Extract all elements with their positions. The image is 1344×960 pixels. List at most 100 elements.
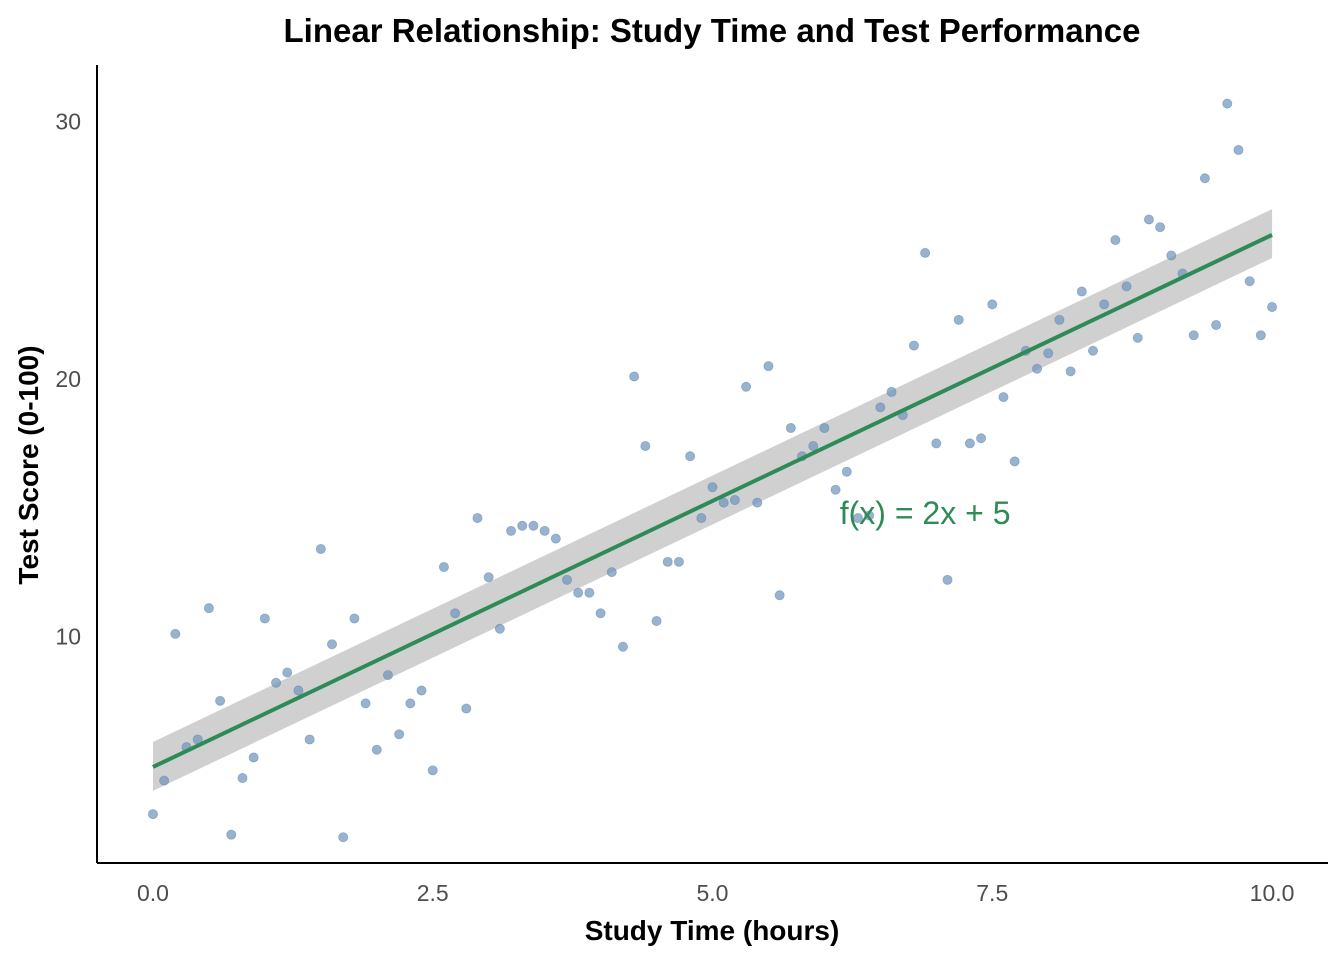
data-point — [1110, 235, 1121, 246]
data-point — [360, 698, 371, 709]
data-point — [226, 829, 237, 840]
data-point — [539, 525, 550, 536]
data-point — [1121, 281, 1132, 292]
data-point — [159, 775, 170, 786]
data-point — [394, 729, 405, 740]
data-point — [506, 525, 517, 536]
data-point — [729, 495, 740, 506]
data-point — [147, 809, 158, 820]
data-point — [483, 572, 494, 583]
data-point — [752, 497, 763, 508]
data-point — [617, 641, 628, 652]
y-tick-label: 10 — [55, 623, 81, 649]
data-point — [461, 703, 472, 714]
data-point — [293, 685, 304, 696]
data-point — [707, 482, 718, 493]
data-point — [1211, 319, 1222, 330]
data-point — [1009, 456, 1020, 467]
data-point — [338, 832, 349, 843]
data-point — [685, 451, 696, 462]
data-point — [1166, 250, 1177, 261]
data-point — [696, 513, 707, 524]
data-point — [987, 299, 998, 310]
data-point — [405, 698, 416, 709]
data-point — [651, 616, 662, 627]
data-point — [282, 667, 293, 678]
data-point — [841, 466, 852, 477]
x-tick-label: 2.5 — [417, 880, 449, 906]
data-point — [550, 533, 561, 544]
data-point — [573, 587, 584, 598]
data-point — [1054, 314, 1065, 325]
data-point — [852, 513, 863, 524]
data-point — [349, 613, 360, 624]
data-point — [785, 422, 796, 433]
data-point — [640, 440, 651, 451]
y-tick-label: 30 — [55, 109, 81, 135]
x-tick-label: 5.0 — [697, 880, 729, 906]
data-point — [1199, 173, 1210, 184]
data-point — [718, 497, 729, 508]
y-tick-label: 20 — [55, 366, 81, 392]
data-point — [1043, 348, 1054, 359]
data-points-layer — [147, 98, 1278, 843]
data-point — [427, 765, 438, 776]
data-point — [1155, 222, 1166, 233]
data-point — [1132, 332, 1143, 343]
data-point — [976, 433, 987, 444]
data-point — [1233, 144, 1244, 155]
data-point — [1099, 299, 1110, 310]
data-point — [606, 567, 617, 578]
data-point — [886, 386, 897, 397]
regression-line — [152, 233, 1273, 769]
data-point — [215, 695, 226, 706]
data-point — [315, 543, 326, 554]
y-axis-ticks: 10 20 30 — [55, 109, 81, 650]
data-point — [203, 603, 214, 614]
x-axis-title: Study Time (hours) — [585, 915, 840, 946]
x-tick-label: 10.0 — [1250, 880, 1295, 906]
data-point — [1076, 286, 1087, 297]
data-point — [875, 402, 886, 413]
equation-annotation: f(x) = 2x + 5 — [840, 495, 1011, 531]
data-point — [1222, 98, 1233, 109]
data-point — [382, 670, 393, 681]
data-point — [416, 685, 427, 696]
y-axis-title: Test Score (0-100) — [13, 345, 44, 584]
data-point — [819, 422, 830, 433]
data-point — [942, 574, 953, 585]
data-point — [517, 520, 528, 531]
data-point — [1188, 330, 1199, 341]
data-point — [1267, 301, 1278, 312]
data-point — [371, 744, 382, 755]
data-point — [170, 628, 181, 639]
data-point — [438, 561, 449, 572]
x-tick-label: 0.0 — [137, 880, 169, 906]
data-point — [562, 574, 573, 585]
data-point — [673, 556, 684, 567]
data-point — [1143, 214, 1154, 225]
data-point — [920, 247, 931, 258]
data-point — [662, 556, 673, 567]
regression-line-layer — [152, 233, 1273, 769]
data-point — [629, 371, 640, 382]
data-point — [259, 613, 270, 624]
x-axis-ticks: 0.0 2.5 5.0 7.5 10.0 — [137, 880, 1294, 906]
data-point — [964, 438, 975, 449]
data-point — [908, 340, 919, 351]
data-point — [237, 773, 248, 784]
data-point — [450, 608, 461, 619]
data-point — [1087, 345, 1098, 356]
data-point — [931, 438, 942, 449]
data-point — [741, 381, 752, 392]
data-point — [1032, 363, 1043, 374]
data-point — [327, 639, 338, 650]
data-point — [830, 484, 841, 495]
data-point — [304, 734, 315, 745]
data-point — [1065, 366, 1076, 377]
data-point — [494, 623, 505, 634]
data-point — [1255, 330, 1266, 341]
data-point — [1244, 276, 1255, 287]
data-point — [595, 608, 606, 619]
